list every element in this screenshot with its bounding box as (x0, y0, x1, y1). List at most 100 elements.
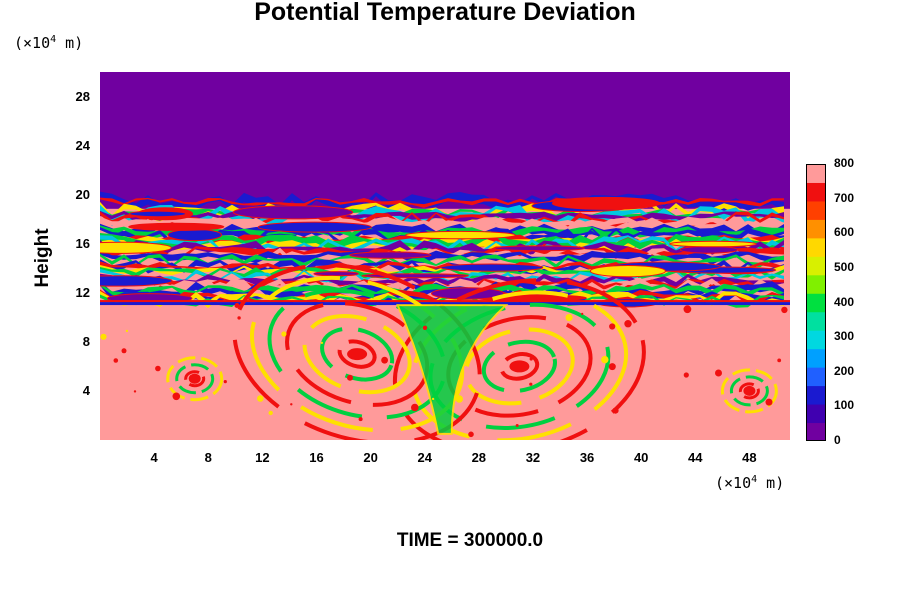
vortex-ring (499, 352, 540, 381)
band-stratum (100, 235, 784, 255)
speckle (268, 410, 273, 416)
x-tick-label: 24 (417, 450, 432, 465)
speckle (608, 363, 616, 371)
y-tick-label: 20 (75, 186, 90, 202)
speckle (683, 305, 692, 314)
speckle (581, 312, 584, 315)
speckle (565, 314, 573, 322)
speckle (431, 397, 435, 401)
y-axis-unit: (×104 m) (14, 34, 84, 52)
band-lens (349, 251, 432, 259)
x-axis-unit: (×104 m) (715, 474, 785, 492)
colorbar-tick-label: 600 (834, 225, 855, 240)
band-lens (257, 221, 372, 233)
speckle (529, 357, 533, 361)
speckle (624, 320, 632, 328)
colorbar-swatch (806, 404, 826, 424)
colorbar-swatch (806, 422, 826, 441)
band-lens (232, 205, 354, 220)
upper-layer-fill (100, 72, 790, 209)
band-lens (313, 271, 359, 277)
x-tick-label: 48 (742, 450, 757, 465)
colorbar-tick-label: 800 (834, 156, 855, 170)
vortex-ring (410, 290, 629, 440)
colorbar (806, 164, 826, 441)
band-stratum (100, 283, 784, 299)
vortex-ring (175, 363, 215, 395)
x-tick-label: 20 (363, 450, 378, 465)
vortex-ring (184, 370, 206, 388)
time-label: TIME = 300000.0 (396, 530, 544, 551)
colorbar-swatch (806, 182, 826, 202)
band-lens (551, 196, 661, 210)
mixed-layered-band (100, 191, 790, 310)
x-tick-label: 12 (255, 450, 270, 465)
colorbar-tick-label: 200 (834, 363, 855, 378)
vortex-ring (250, 275, 465, 433)
y-tick-label: 24 (75, 137, 90, 153)
speckle (529, 382, 533, 386)
band-lens (100, 275, 173, 287)
vortex-ring (729, 375, 769, 407)
speckle (121, 348, 127, 354)
heatmap-plot (100, 72, 790, 440)
speckle (381, 356, 388, 364)
speckle (515, 424, 519, 427)
colorbar-swatch (806, 367, 826, 387)
colorbar-tick-label: 300 (834, 329, 855, 344)
upper-layer (100, 72, 790, 209)
colorbar-tick-label: 400 (834, 294, 855, 309)
speckle (133, 390, 137, 393)
band-stratum (100, 267, 784, 280)
speckle (612, 407, 619, 414)
y-tick-label: 28 (75, 88, 90, 104)
y-tick-label: 8 (82, 333, 90, 349)
colorbar-swatch (806, 200, 826, 220)
speckle (237, 316, 241, 320)
band-lens (167, 228, 222, 242)
vortex-core (347, 348, 368, 361)
speckle (125, 329, 129, 333)
colorbar-swatch (806, 330, 826, 350)
descending-plume (396, 304, 509, 435)
y-tick-label: 16 (75, 235, 90, 251)
x-tick-label: 44 (688, 450, 703, 465)
x-tick-label: 36 (579, 450, 595, 465)
colorbar-swatch (806, 385, 826, 405)
x-tick-label: 8 (204, 450, 212, 465)
vortex-ring (302, 314, 412, 395)
speckle (781, 306, 788, 314)
x-tick-label: 16 (309, 450, 324, 465)
colorbar-swatch (806, 256, 826, 276)
band-lens (493, 245, 586, 252)
band-stratum (100, 250, 784, 265)
colorbar-tick-label: 100 (834, 398, 855, 413)
speckle (223, 380, 227, 384)
colorbar-swatch (806, 311, 826, 331)
colorbar-swatch (806, 348, 826, 368)
colorbar-swatch (806, 274, 826, 294)
vortex-ring (464, 327, 575, 406)
vortex-structures (100, 263, 788, 440)
speckle (397, 319, 401, 322)
vortex-core (509, 360, 530, 373)
band-lens (405, 230, 516, 240)
band-lens (589, 265, 666, 278)
speckle (601, 355, 609, 364)
speckle (281, 331, 287, 337)
speckle (172, 392, 181, 401)
speckle (257, 395, 264, 402)
speckle (468, 431, 474, 438)
speckle (100, 333, 107, 340)
colorbar-swatch (806, 219, 826, 239)
colorbar-tick-label: 0 (834, 433, 841, 447)
y-tick-label: 4 (82, 382, 90, 398)
speckle (234, 303, 240, 308)
band-stratum (100, 253, 784, 269)
speckle (422, 325, 428, 330)
speckle (777, 358, 782, 363)
speckle (609, 323, 616, 330)
speckle (290, 403, 293, 406)
vortex-ring (337, 339, 377, 369)
band-lens (128, 222, 225, 231)
